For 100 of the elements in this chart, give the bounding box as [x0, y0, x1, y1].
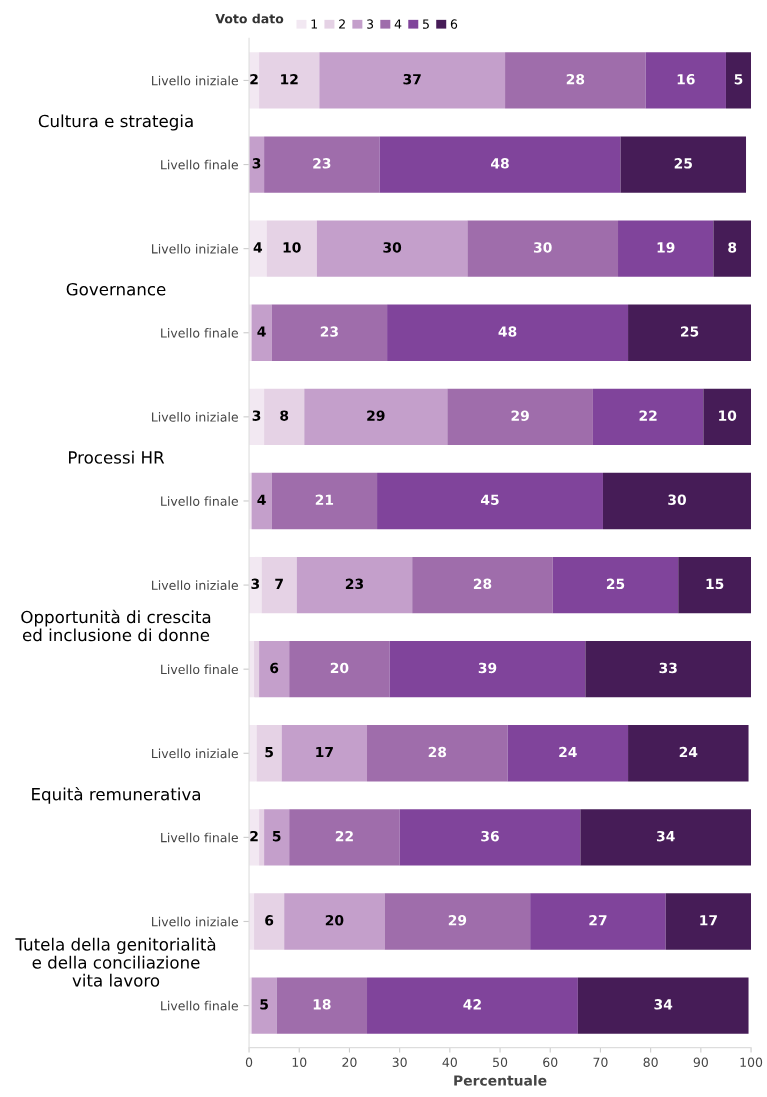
- data-label: 34: [656, 830, 675, 842]
- bar: [725, 52, 752, 109]
- x-tick-label: 90: [693, 1057, 708, 1068]
- bar: [256, 725, 282, 782]
- data-label: 42: [463, 999, 481, 1010]
- bar: [618, 220, 714, 277]
- data-label: 17: [700, 915, 717, 926]
- data-label: 25: [674, 158, 692, 169]
- data-label: 8: [280, 410, 289, 421]
- bar: [259, 52, 320, 109]
- data-label: 5: [272, 831, 281, 842]
- data-label: 28: [566, 73, 585, 85]
- data-label: 25: [606, 578, 625, 590]
- bar: [703, 388, 752, 446]
- bar: [507, 725, 629, 782]
- data-label: 5: [734, 74, 743, 85]
- y-tick-label: Livello iniziale: [152, 75, 238, 86]
- data-label: 29: [448, 915, 467, 926]
- data-label: 20: [330, 662, 349, 674]
- bar: [367, 725, 508, 782]
- data-label: 39: [478, 662, 497, 674]
- text: Tutela della genitorialità e della conciliazione vita lavoro: [15, 937, 216, 987]
- bar: [259, 641, 290, 698]
- bar: [447, 388, 593, 446]
- legend-label: 6: [450, 19, 458, 29]
- y-tick-label: Livello iniziale: [152, 580, 238, 590]
- bar: [628, 725, 749, 782]
- data-label: 48: [498, 326, 517, 337]
- bar: [281, 725, 368, 782]
- x-tick-label: 30: [392, 1057, 407, 1068]
- data-label: 21: [315, 494, 334, 505]
- bar: [505, 52, 646, 109]
- data-label: 23: [313, 158, 331, 169]
- bar: [289, 809, 400, 866]
- legend-label: 5: [422, 19, 429, 29]
- data-label: 24: [559, 746, 577, 758]
- bar: [665, 893, 752, 950]
- bar: [377, 472, 603, 530]
- legend-label: 2: [339, 19, 345, 29]
- data-label: 5: [265, 746, 273, 758]
- x-tick-label: 70: [593, 1057, 608, 1068]
- bar: [628, 304, 752, 361]
- y-tick-label: Livello finale: [161, 159, 238, 170]
- bar: [276, 977, 368, 1034]
- y-tick-label: Livello iniziale: [152, 412, 238, 422]
- legend-title: Voto dato: [215, 13, 284, 24]
- data-label: 34: [654, 999, 673, 1010]
- bar: [645, 52, 726, 109]
- x-tick-label: 50: [493, 1057, 508, 1068]
- bar: [602, 472, 752, 530]
- data-label: 45: [480, 494, 499, 505]
- data-label: 22: [335, 830, 353, 842]
- y-tick-label: Livello iniziale: [152, 243, 238, 254]
- data-label: 30: [383, 242, 402, 253]
- bar: [552, 556, 679, 614]
- data-label: 10: [719, 410, 737, 421]
- bar: [254, 641, 260, 698]
- data-label: 18: [313, 999, 331, 1010]
- data-label: 4: [257, 494, 266, 505]
- data-label: 8: [728, 242, 737, 253]
- y-tick-label: Livello finale: [161, 1000, 238, 1011]
- data-label: 3: [252, 410, 261, 421]
- legend-label: 4: [394, 19, 402, 29]
- data-label: 7: [275, 578, 283, 589]
- data-label: 30: [533, 242, 552, 253]
- bar: [620, 136, 747, 193]
- text: Processi HR: [69, 450, 165, 464]
- bar: [713, 220, 752, 277]
- bar: [530, 893, 666, 950]
- y-tick-label: Livello finale: [161, 496, 238, 506]
- data-label: 23: [320, 326, 338, 337]
- x-tick-label: 60: [543, 1057, 558, 1068]
- bar: [296, 556, 413, 614]
- bar: [271, 304, 388, 361]
- bar: [319, 52, 506, 109]
- data-label: 33: [659, 662, 677, 674]
- y-tick-label: Livello finale: [161, 832, 238, 843]
- data-label: 6: [265, 915, 274, 926]
- bar: [289, 641, 390, 698]
- text: Cultura e strategia: [38, 114, 193, 131]
- bar: [271, 472, 378, 530]
- bar: [316, 220, 468, 277]
- data-label: 29: [367, 410, 385, 421]
- bar: [678, 556, 752, 614]
- y-tick-label: Livello finale: [161, 328, 238, 338]
- data-label: 37: [403, 73, 421, 85]
- bar: [251, 977, 277, 1034]
- data-label: 30: [668, 494, 686, 505]
- bar: [264, 388, 305, 446]
- data-label: 4: [257, 326, 266, 337]
- data-label: 27: [589, 915, 607, 926]
- bar: [249, 220, 267, 277]
- data-label: 5: [260, 999, 268, 1010]
- text: Opportunità di crescita ed inclusione di donne: [21, 609, 211, 642]
- bar: [304, 388, 448, 446]
- data-label: 22: [639, 410, 657, 421]
- bar: [389, 641, 586, 698]
- data-label: 25: [680, 326, 699, 337]
- data-label: 48: [491, 158, 509, 169]
- bar: [399, 809, 581, 866]
